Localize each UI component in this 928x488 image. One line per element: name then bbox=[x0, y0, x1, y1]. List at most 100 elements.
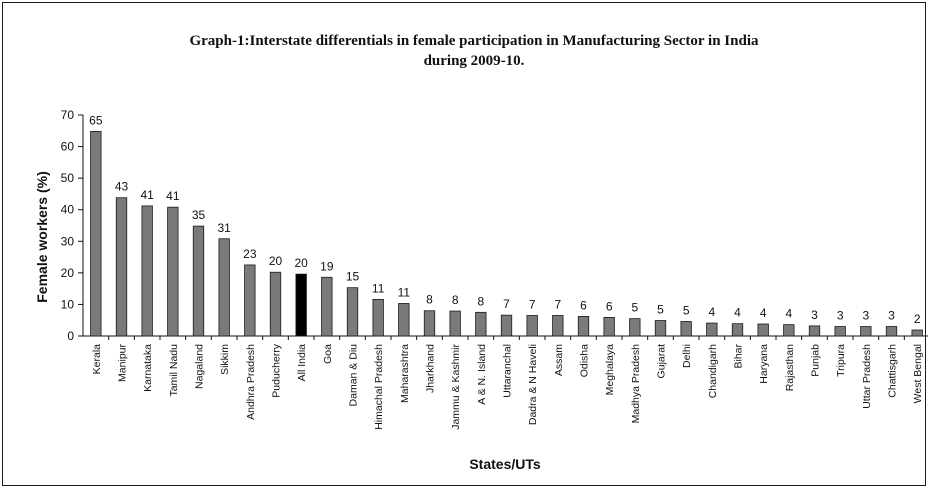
chart-subtitle: during 2009-10. bbox=[424, 53, 525, 69]
category-label: West Bengal bbox=[912, 344, 924, 403]
data-label: 4 bbox=[760, 306, 767, 320]
category-label: Uttaranchal bbox=[502, 344, 514, 398]
data-label: 5 bbox=[683, 303, 690, 317]
category-label: Tamil Nadu bbox=[168, 344, 180, 397]
bar bbox=[654, 320, 667, 337]
bar bbox=[783, 324, 795, 337]
data-label: 19 bbox=[320, 259, 334, 273]
data-label: 6 bbox=[606, 299, 613, 313]
data-label: 41 bbox=[140, 188, 154, 202]
bar bbox=[500, 314, 513, 337]
y-tick-label: 50 bbox=[61, 171, 75, 185]
y-axis-title: Female workers (%) bbox=[34, 171, 50, 303]
category-label: Jharkhand bbox=[425, 344, 437, 393]
data-label: 5 bbox=[631, 301, 638, 315]
bar bbox=[834, 326, 846, 337]
bar bbox=[731, 323, 744, 337]
bar bbox=[269, 271, 282, 337]
bar bbox=[885, 326, 898, 337]
data-label: 15 bbox=[346, 270, 360, 284]
bar bbox=[167, 206, 179, 337]
data-label: 7 bbox=[554, 297, 561, 311]
data-label: 8 bbox=[477, 294, 484, 308]
category-label: Daman & Diu bbox=[348, 344, 360, 407]
data-label: 5 bbox=[657, 303, 664, 317]
data-label: 11 bbox=[398, 285, 411, 299]
data-label: 8 bbox=[452, 293, 459, 307]
bar bbox=[218, 238, 230, 337]
chart-title: Graph-1:Interstate differentials in fema… bbox=[189, 33, 759, 49]
bar bbox=[526, 315, 538, 337]
bar bbox=[552, 315, 564, 337]
bar bbox=[911, 329, 923, 337]
y-tick-label: 30 bbox=[61, 234, 75, 248]
category-label: Tripura bbox=[835, 344, 847, 377]
category-label: Gujarat bbox=[656, 344, 668, 379]
y-tick-label: 20 bbox=[61, 266, 75, 280]
data-label: 3 bbox=[837, 309, 844, 323]
category-label: Bihar bbox=[733, 344, 745, 369]
bar bbox=[321, 276, 333, 337]
bar bbox=[141, 205, 153, 337]
data-label: 35 bbox=[192, 208, 206, 222]
category-label: A & N. Island bbox=[476, 344, 488, 405]
category-label: Chandigarh bbox=[707, 344, 719, 398]
bar bbox=[423, 310, 436, 337]
bar bbox=[295, 273, 307, 337]
bar bbox=[192, 225, 205, 337]
bar bbox=[757, 323, 769, 337]
y-tick-label: 10 bbox=[61, 297, 75, 311]
bar bbox=[860, 326, 872, 337]
category-label: Andhra Pradesh bbox=[245, 344, 257, 420]
data-label: 3 bbox=[811, 308, 818, 322]
category-label: Uttar Pradesh bbox=[861, 344, 873, 409]
category-label: Goa bbox=[322, 344, 334, 364]
data-label: 23 bbox=[243, 247, 257, 261]
data-label: 3 bbox=[888, 309, 895, 323]
bar bbox=[603, 316, 615, 337]
category-label: Kerala bbox=[91, 344, 103, 375]
data-label: 3 bbox=[862, 309, 869, 323]
bar bbox=[706, 322, 718, 337]
bar bbox=[577, 316, 590, 337]
bar bbox=[346, 287, 359, 337]
data-label: 4 bbox=[785, 307, 792, 321]
category-label: Rajasthan bbox=[784, 344, 796, 391]
bar bbox=[244, 264, 256, 337]
bar bbox=[629, 318, 641, 337]
data-label: 41 bbox=[166, 189, 180, 203]
category-label: Puducherry bbox=[271, 343, 283, 397]
data-label: 20 bbox=[294, 256, 308, 270]
category-label: Punjab bbox=[810, 344, 822, 377]
y-tick-label: 40 bbox=[61, 203, 75, 217]
y-tick-label: 60 bbox=[61, 140, 75, 154]
data-label: 7 bbox=[529, 297, 536, 311]
data-label: 4 bbox=[734, 306, 741, 320]
y-tick-label: 0 bbox=[67, 329, 74, 343]
category-label: Karnataka bbox=[142, 344, 154, 392]
bar bbox=[808, 325, 821, 337]
category-label: Manipur bbox=[117, 343, 129, 381]
category-label: Jammu & Kashmir bbox=[450, 344, 462, 430]
category-label: Sikkim bbox=[219, 344, 231, 375]
bar bbox=[449, 310, 461, 337]
bar bbox=[680, 321, 692, 337]
data-label: 43 bbox=[115, 180, 129, 194]
bar bbox=[115, 197, 128, 337]
category-label: Assam bbox=[553, 344, 565, 376]
data-label: 8 bbox=[426, 293, 433, 307]
category-label: Dadra & N Haveli bbox=[527, 344, 539, 425]
data-label: 65 bbox=[89, 113, 103, 127]
category-label: Madhya Pradesh bbox=[630, 344, 642, 424]
data-label: 4 bbox=[708, 305, 715, 319]
data-label: 7 bbox=[503, 297, 510, 311]
x-axis-title: States/UTs bbox=[469, 456, 541, 472]
data-label: 11 bbox=[372, 281, 385, 295]
category-label: Chattisgarh bbox=[887, 344, 899, 398]
category-label: Meghalaya bbox=[604, 344, 616, 396]
category-label: Nagaland bbox=[194, 344, 206, 389]
data-label: 6 bbox=[580, 298, 587, 312]
